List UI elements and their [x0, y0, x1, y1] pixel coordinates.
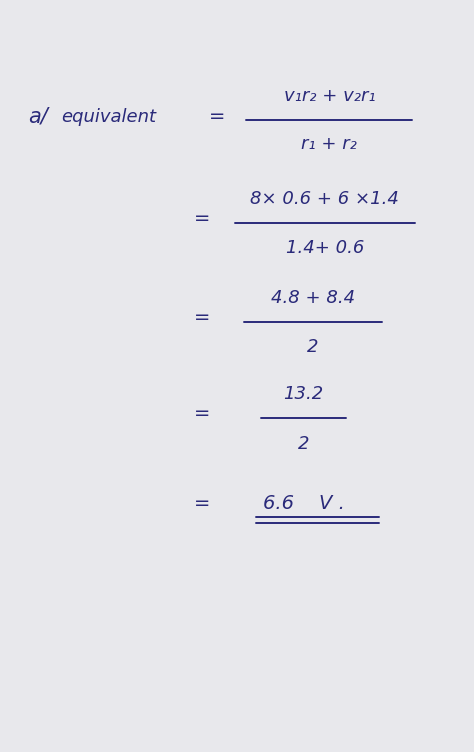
Text: 13.2: 13.2: [283, 385, 323, 403]
Text: r₁ + r₂: r₁ + r₂: [301, 135, 357, 153]
Text: =: =: [209, 107, 225, 126]
Text: =: =: [194, 494, 211, 514]
Text: 8× 0.6 + 6 ×1.4: 8× 0.6 + 6 ×1.4: [250, 190, 399, 208]
Text: 1.4+ 0.6: 1.4+ 0.6: [285, 239, 364, 257]
Text: =: =: [194, 208, 211, 228]
Text: equivalent: equivalent: [62, 108, 156, 126]
Text: =: =: [194, 404, 211, 423]
Text: 4.8 + 8.4: 4.8 + 8.4: [271, 289, 355, 307]
Text: 2: 2: [307, 338, 319, 356]
Text: v₁r₂ + v₂r₁: v₁r₂ + v₂r₁: [283, 87, 375, 105]
Text: 2: 2: [298, 435, 309, 453]
Text: 6.6    V .: 6.6 V .: [263, 494, 345, 514]
Text: =: =: [194, 308, 211, 327]
Text: a/: a/: [28, 107, 48, 126]
